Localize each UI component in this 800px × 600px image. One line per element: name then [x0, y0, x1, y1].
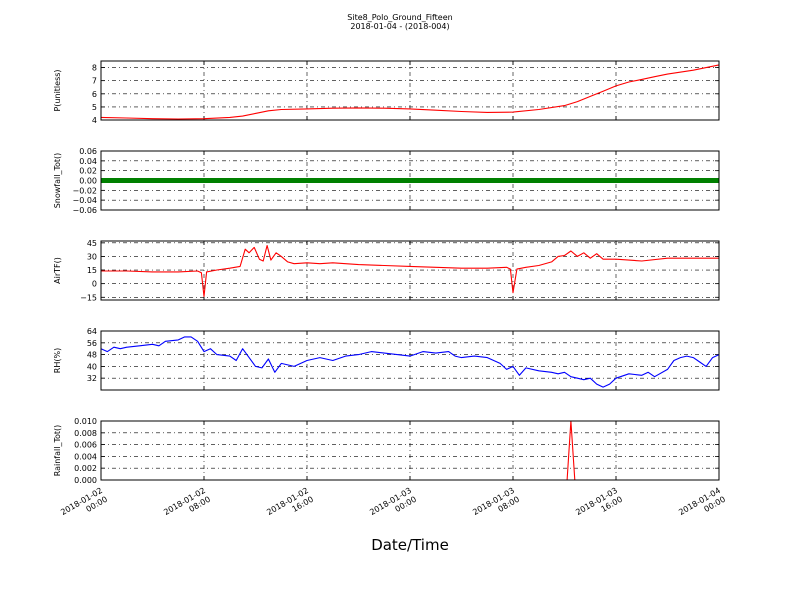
panel-1: 4 5 6 7 8 P(unitless): [53, 60, 720, 125]
y-tick-label: 0.000: [74, 476, 97, 485]
y-tick-label: 30: [87, 252, 97, 261]
panel-5: 0.000 0.002 0.004 0.006 0.008 0.010 Rainfall_T…: [53, 417, 720, 485]
y-tick-label: 0.006: [74, 441, 97, 450]
y-tick-label: 8: [92, 64, 97, 73]
x-tick-label: 2018-01-0216:00: [265, 486, 315, 526]
y-tick-label: 0.02: [79, 167, 97, 176]
x-axis-label: Date/Time: [371, 536, 449, 554]
panel-4: 32 40 48 56 64 RH(%): [53, 327, 720, 391]
y-axis-label: Rainfall_Tot(): [53, 425, 62, 477]
plot-frame: [100, 150, 720, 211]
series-line: [100, 64, 720, 120]
plot-frame: [100, 60, 720, 121]
panels: 45678P(unitless)−0.06−0.04−0.020.000.020…: [53, 60, 727, 526]
y-tick-label: 7: [92, 77, 97, 86]
y-tick-label: 0.002: [74, 464, 97, 473]
x-tick-label: 2018-01-0308:00: [471, 486, 521, 526]
y-tick-label: −15: [80, 293, 97, 302]
chart-title: Site8_Polo_Ground_Fifteen: [347, 13, 452, 22]
plot-frame: [100, 330, 720, 391]
y-tick-label: 32: [87, 374, 97, 383]
y-tick-label: 56: [87, 339, 97, 348]
panel-3: −15 0 15 30 45 AirTF(): [53, 239, 720, 302]
y-tick-label: 4: [92, 116, 97, 125]
x-tick-label: 2018-01-0300:00: [368, 486, 418, 526]
y-tick-label: 6: [92, 90, 97, 99]
y-tick-label: 64: [87, 327, 97, 336]
x-tick-label: 2018-01-0208:00: [162, 486, 212, 526]
plot-frame: [100, 240, 720, 301]
y-tick-label: 15: [87, 266, 97, 275]
y-tick-label: 40: [87, 362, 97, 371]
chart-subtitle: 2018-01-04 - (2018-004): [350, 22, 449, 31]
y-axis-label: P(unitless): [53, 69, 62, 111]
y-tick-label: 5: [92, 103, 97, 112]
y-tick-label: 45: [87, 239, 97, 248]
x-tick-label: 2018-01-0200:00: [59, 486, 109, 526]
y-tick-label: −0.02: [72, 186, 97, 195]
y-tick-label: 0.010: [74, 417, 97, 426]
y-tick-label: 48: [87, 351, 97, 360]
plot-frame: [100, 420, 720, 481]
y-tick-label: 0.004: [74, 452, 97, 461]
y-tick-label: −0.06: [72, 206, 97, 215]
series-line: [101, 244, 719, 297]
x-tick-label: 2018-01-0316:00: [574, 486, 624, 526]
y-tick-label: 0.04: [79, 157, 97, 166]
y-tick-label: −0.04: [72, 196, 97, 205]
y-axis-label: Snowfall_Tot(): [53, 153, 62, 209]
y-axis-label: RH(%): [53, 348, 62, 373]
x-tick-label: 2018-01-0400:00: [677, 486, 727, 526]
panel-2: −0.06−0.04−0.020.000.020.040.06 Snowfall_…: [53, 147, 720, 215]
y-tick-label: 0: [92, 280, 97, 289]
series-line: [100, 336, 720, 388]
y-tick-label: 0.008: [74, 429, 97, 438]
y-axis-label: AirTF(): [53, 257, 62, 284]
y-tick-label: 0.00: [79, 177, 97, 186]
y-tick-label: 0.06: [79, 147, 97, 156]
